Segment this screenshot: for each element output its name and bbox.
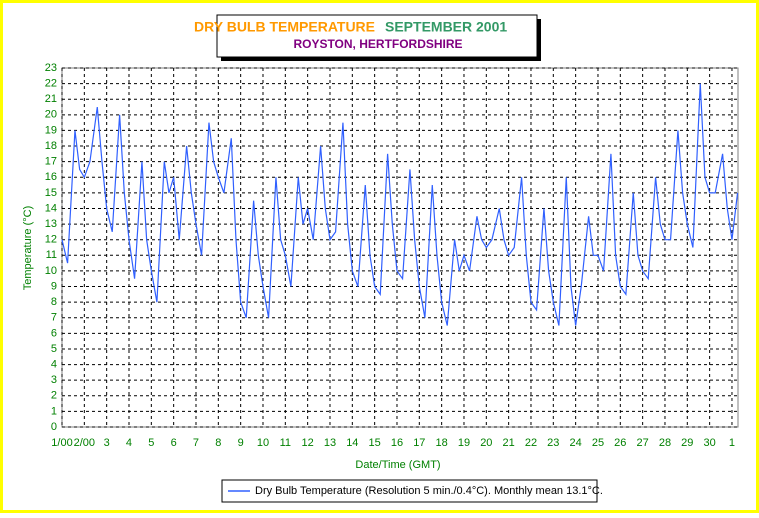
x-tick-label: 15 bbox=[369, 437, 381, 449]
y-tick-label: 14 bbox=[45, 202, 57, 214]
x-tick-label: 5 bbox=[148, 437, 154, 449]
y-tick-label: 21 bbox=[45, 93, 57, 105]
x-tick-label: 18 bbox=[436, 437, 448, 449]
x-tick-label: 3 bbox=[104, 437, 110, 449]
x-tick-label: 13 bbox=[324, 437, 336, 449]
y-tick-label: 3 bbox=[51, 374, 57, 386]
x-tick-label: 9 bbox=[238, 437, 244, 449]
y-tick-label: 6 bbox=[51, 327, 57, 339]
x-tick-label: 4 bbox=[126, 437, 132, 449]
y-tick-label: 12 bbox=[45, 234, 57, 246]
x-tick-label: 17 bbox=[413, 437, 425, 449]
y-tick-label: 23 bbox=[45, 62, 57, 74]
y-tick-label: 19 bbox=[45, 124, 57, 136]
y-tick-label: 1 bbox=[51, 405, 57, 417]
x-tick-label: 23 bbox=[547, 437, 559, 449]
y-tick-label: 5 bbox=[51, 343, 57, 355]
chart-title-right: SEPTEMBER 2001 bbox=[385, 19, 507, 35]
title-box bbox=[216, 14, 538, 58]
y-axis-label: Temperature (°C) bbox=[22, 206, 34, 290]
data-line bbox=[61, 83, 739, 326]
y-tick-label: 15 bbox=[45, 187, 57, 199]
x-tick-label: 19 bbox=[458, 437, 470, 449]
x-tick-label: 29 bbox=[681, 437, 693, 449]
y-tick-label: 20 bbox=[45, 109, 57, 121]
y-tick-label: 10 bbox=[45, 265, 57, 277]
y-tick-label: 16 bbox=[45, 171, 57, 183]
x-tick-label: 24 bbox=[570, 437, 582, 449]
y-tick-label: 17 bbox=[45, 156, 57, 168]
x-tick-label: 28 bbox=[659, 437, 671, 449]
y-tick-label: 18 bbox=[45, 140, 57, 152]
x-tick-label: 25 bbox=[592, 437, 604, 449]
x-tick-label: 16 bbox=[391, 437, 403, 449]
y-tick-label: 11 bbox=[46, 249, 57, 261]
x-tick-label: 8 bbox=[215, 437, 221, 449]
legend-box bbox=[221, 479, 598, 503]
x-tick-label: 22 bbox=[525, 437, 537, 449]
x-tick-label: 7 bbox=[193, 437, 199, 449]
x-tick-label: 1/00 bbox=[51, 437, 72, 449]
plot-area bbox=[61, 67, 739, 428]
x-tick-label: 11 bbox=[280, 437, 291, 449]
x-tick-label: 27 bbox=[637, 437, 649, 449]
x-tick-label: 2/00 bbox=[74, 437, 95, 449]
x-tick-label: 20 bbox=[480, 437, 492, 449]
x-tick-label: 26 bbox=[614, 437, 626, 449]
y-tick-label: 22 bbox=[45, 78, 57, 90]
y-tick-label: 4 bbox=[51, 358, 57, 370]
x-tick-label: 1 bbox=[729, 437, 735, 449]
x-tick-label: 21 bbox=[503, 437, 515, 449]
chart-subtitle: ROYSTON, HERTFORDSHIRE bbox=[293, 37, 462, 51]
legend-label: Dry Bulb Temperature (Resolution 5 min./… bbox=[255, 485, 603, 497]
x-tick-label: 30 bbox=[704, 437, 716, 449]
y-tick-label: 8 bbox=[51, 296, 57, 308]
chart-title: DRY BULB TEMPERATURE bbox=[194, 19, 375, 35]
y-tick-label: 2 bbox=[51, 390, 57, 402]
y-tick-label: 9 bbox=[51, 280, 57, 292]
x-tick-label: 10 bbox=[257, 437, 269, 449]
y-tick-label: 0 bbox=[51, 421, 57, 433]
x-tick-label: 12 bbox=[302, 437, 314, 449]
y-tick-label: 13 bbox=[45, 218, 57, 230]
x-tick-label: 6 bbox=[171, 437, 177, 449]
y-tick-label: 7 bbox=[51, 312, 57, 324]
x-axis-label: Date/Time (GMT) bbox=[355, 459, 440, 471]
x-tick-label: 14 bbox=[346, 437, 358, 449]
